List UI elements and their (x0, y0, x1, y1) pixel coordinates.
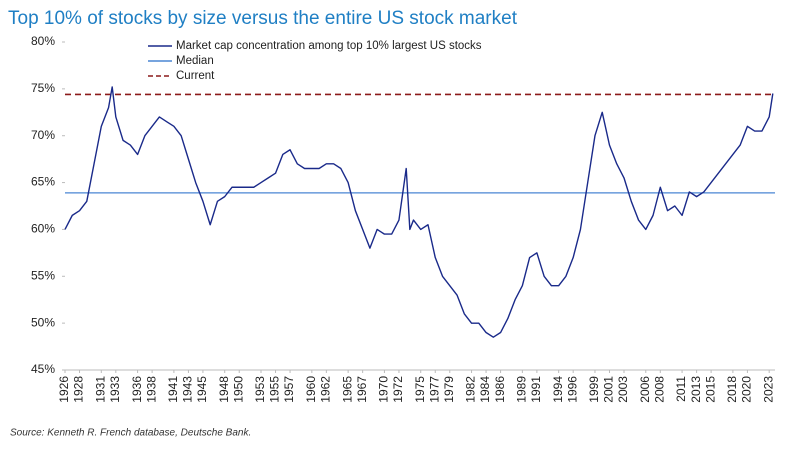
x-tick-label: 1953 (253, 376, 267, 403)
x-tick-label: 2003 (616, 376, 630, 403)
x-tick-label: 1999 (587, 376, 601, 403)
legend-label: Market cap concentration among top 10% l… (176, 40, 482, 52)
x-tick-label: 1938 (144, 376, 158, 403)
x-tick-label: 2015 (703, 376, 717, 403)
x-tick-label: 2023 (761, 376, 775, 403)
y-tick-label: 45% (31, 362, 55, 376)
x-tick-label: 2018 (725, 376, 739, 403)
x-tick-label: 1982 (464, 376, 478, 403)
x-tick-label: 1955 (268, 376, 282, 403)
x-tick-label: 1931 (93, 376, 107, 403)
x-tick-label: 2011 (674, 376, 688, 402)
x-tick-label: 1926 (57, 376, 71, 403)
y-tick-label: 55% (31, 268, 55, 282)
x-tick-label: 1936 (130, 376, 144, 403)
x-tick-label: 2013 (689, 376, 703, 403)
data-line (64, 86, 774, 338)
x-tick-label: 1962 (319, 376, 333, 403)
chart-title: Top 10% of stocks by size versus the ent… (8, 8, 518, 29)
x-tick-label: 1933 (108, 376, 122, 403)
x-tick-label: 2001 (602, 376, 616, 403)
x-tick-label: 1967 (355, 376, 369, 403)
legend-label: Median (176, 55, 214, 67)
x-tick-label: 1996 (565, 376, 579, 403)
x-tick-label: 2020 (740, 376, 754, 403)
y-tick-label: 70% (31, 128, 55, 142)
x-tick-label: 1950 (231, 376, 245, 403)
x-tick-label: 1957 (282, 376, 296, 403)
x-tick-label: 1989 (515, 376, 529, 403)
x-tick-label: 1943 (181, 376, 195, 403)
x-tick-label: 1972 (391, 376, 405, 403)
x-tick-label: 1945 (195, 376, 209, 403)
x-tick-label: 1928 (72, 376, 86, 403)
x-tick-label: 1979 (442, 376, 456, 403)
y-tick-label: 80% (31, 34, 55, 48)
y-tick-label: 50% (31, 315, 55, 329)
x-tick-label: 1948 (217, 376, 231, 403)
x-tick-label: 1960 (304, 376, 318, 403)
x-tick-label: 1977 (427, 376, 441, 403)
x-tick-label: 2008 (652, 376, 666, 403)
y-tick-label: 75% (31, 81, 55, 95)
x-tick-label: 1970 (377, 376, 391, 403)
source-note: Source: Kenneth R. French database, Deut… (10, 428, 251, 439)
x-tick-label: 1991 (529, 376, 543, 403)
x-tick-label: 1941 (166, 376, 180, 403)
legend-label: Current (176, 70, 215, 82)
x-tick-label: 2006 (638, 376, 652, 403)
x-tick-label: 1986 (493, 376, 507, 403)
x-tick-label: 1994 (551, 376, 565, 403)
y-tick-label: 60% (31, 222, 55, 236)
x-tick-label: 1975 (413, 376, 427, 403)
x-tick-label: 1984 (478, 376, 492, 403)
y-tick-label: 65% (31, 175, 55, 189)
x-tick-label: 1965 (340, 376, 354, 403)
